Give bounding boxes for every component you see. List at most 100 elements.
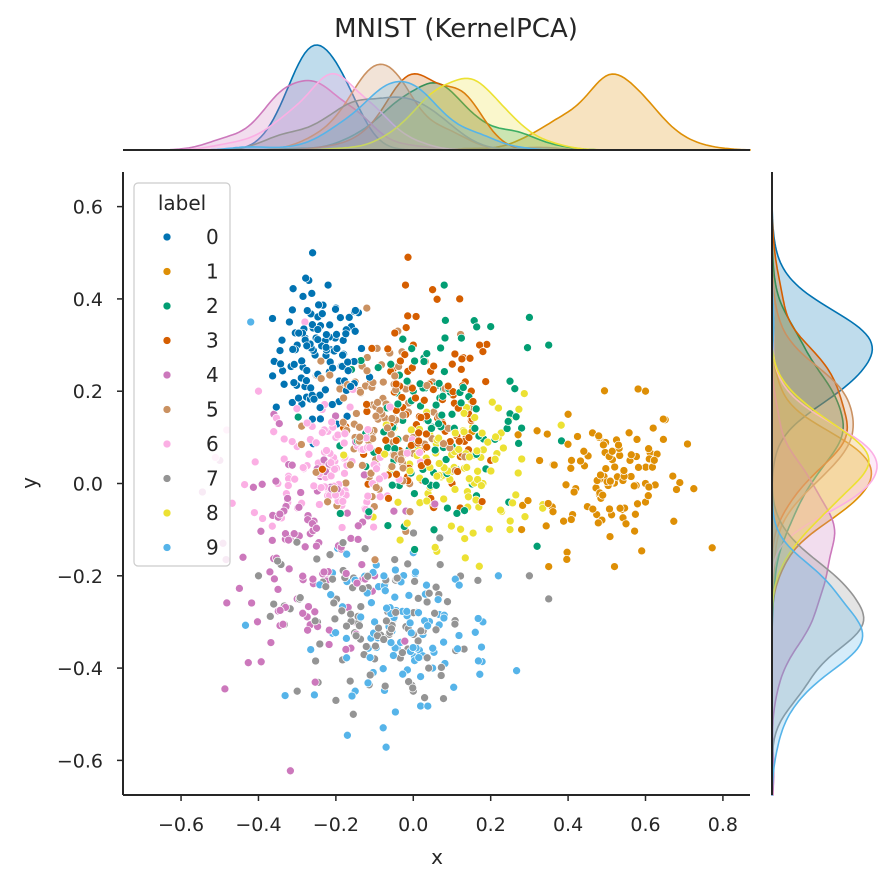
data-point-label-4 <box>247 598 256 608</box>
data-point-label-7 <box>358 584 367 593</box>
data-point-label-3 <box>416 413 426 422</box>
data-point-label-5 <box>398 410 408 420</box>
data-point-label-7 <box>439 694 448 703</box>
legend-title: label <box>158 191 206 215</box>
data-point-label-7 <box>351 631 361 641</box>
data-point-label-2 <box>544 340 554 350</box>
data-point-label-3 <box>455 294 465 304</box>
data-point-label-1 <box>535 456 544 465</box>
data-point-label-8 <box>499 443 508 453</box>
data-point-label-3 <box>400 350 410 359</box>
data-point-label-6 <box>327 417 337 427</box>
data-point-label-9 <box>475 669 485 679</box>
data-point-label-7 <box>525 571 534 581</box>
data-point-label-3 <box>411 393 420 403</box>
data-point-label-2 <box>505 376 515 386</box>
data-point-label-5 <box>329 484 339 494</box>
data-point-label-1 <box>598 490 608 500</box>
data-point-label-4 <box>304 602 313 611</box>
x-tick-label: −0.2 <box>313 814 359 836</box>
data-point-label-7 <box>435 560 445 569</box>
y-tick-label: 0.0 <box>73 474 103 496</box>
data-point-label-7 <box>310 616 320 626</box>
data-point-label-0 <box>288 305 297 315</box>
data-point-label-2 <box>440 333 450 343</box>
data-point-label-1 <box>576 456 585 466</box>
data-point-label-2 <box>443 503 452 513</box>
data-point-label-8 <box>405 466 415 476</box>
data-point-label-5 <box>356 387 365 397</box>
data-point-label-9 <box>310 690 319 700</box>
data-point-label-9 <box>439 613 449 623</box>
data-point-label-9 <box>241 620 250 630</box>
data-point-label-1 <box>641 386 650 396</box>
data-point-label-0 <box>302 366 312 375</box>
data-point-label-7 <box>390 555 400 564</box>
data-point-label-1 <box>632 435 642 444</box>
data-point-label-9 <box>367 598 376 608</box>
data-point-label-7 <box>363 571 373 581</box>
data-point-label-1 <box>596 470 605 480</box>
data-point-label-4 <box>235 584 244 593</box>
data-point-label-4 <box>296 488 306 497</box>
data-point-label-0 <box>302 376 311 386</box>
data-point-label-2 <box>441 316 450 325</box>
data-point-label-0 <box>302 306 312 315</box>
data-point-label-9 <box>414 608 423 618</box>
data-point-label-5 <box>387 414 397 423</box>
data-point-label-2 <box>429 525 439 535</box>
data-point-label-0 <box>357 344 366 353</box>
data-point-label-9 <box>408 643 418 652</box>
data-point-label-0 <box>297 356 307 366</box>
data-point-label-4 <box>430 499 440 509</box>
data-point-label-5 <box>339 393 348 403</box>
data-point-label-8 <box>339 450 349 460</box>
legend-label-2: 2 <box>206 294 219 318</box>
data-point-label-5 <box>371 411 381 421</box>
data-point-label-5 <box>355 432 365 442</box>
legend-marker-4 <box>162 370 172 380</box>
data-point-label-6 <box>375 474 384 484</box>
data-point-label-7 <box>387 624 396 634</box>
data-point-label-0 <box>313 325 323 334</box>
data-point-label-7 <box>346 609 355 619</box>
data-point-label-7 <box>295 593 305 603</box>
data-point-label-7 <box>410 577 419 586</box>
data-point-label-4 <box>243 658 253 668</box>
data-point-label-7 <box>325 550 335 560</box>
data-point-label-5 <box>366 468 376 478</box>
data-point-label-6 <box>283 481 293 490</box>
data-point-label-7 <box>422 597 432 607</box>
data-point-label-7 <box>398 648 407 658</box>
data-point-label-2 <box>386 359 396 369</box>
data-point-label-7 <box>392 573 402 583</box>
data-point-label-1 <box>668 471 678 481</box>
data-point-label-1 <box>532 426 542 436</box>
data-point-label-1 <box>624 428 634 438</box>
data-point-label-7 <box>436 671 446 680</box>
legend-marker-6 <box>162 439 172 449</box>
data-point-label-3 <box>367 344 377 353</box>
data-point-label-9 <box>470 627 480 637</box>
data-point-label-3 <box>411 312 421 321</box>
data-point-label-4 <box>273 585 283 594</box>
data-point-label-9 <box>414 653 424 662</box>
data-point-label-3 <box>457 354 467 364</box>
data-point-label-5 <box>439 439 448 449</box>
data-point-label-0 <box>332 344 342 353</box>
data-point-label-1 <box>649 455 659 465</box>
data-point-label-8 <box>513 468 523 478</box>
scatter-points <box>198 248 717 776</box>
data-point-label-6 <box>340 469 349 478</box>
data-point-label-1 <box>601 464 611 473</box>
data-point-label-2 <box>511 412 521 422</box>
data-point-label-3 <box>429 361 439 371</box>
data-point-label-2 <box>421 476 430 486</box>
data-point-label-1 <box>579 446 589 456</box>
data-point-label-0 <box>288 345 298 354</box>
data-point-label-1 <box>594 431 604 441</box>
data-point-label-7 <box>379 635 389 644</box>
data-point-label-7 <box>254 571 263 581</box>
data-point-label-7 <box>403 559 413 569</box>
data-point-label-7 <box>437 663 446 672</box>
